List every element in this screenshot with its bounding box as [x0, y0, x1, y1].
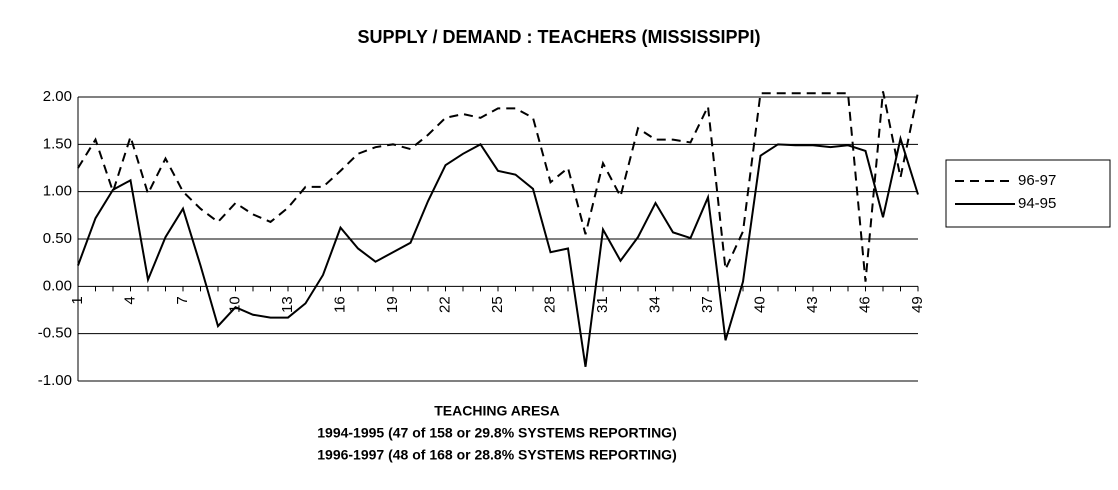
y-tick-label: 0.00 — [43, 277, 72, 294]
x-tick-label: 4 — [121, 296, 138, 304]
x-tick-label: 49 — [909, 296, 926, 313]
x-tick-label: 43 — [804, 296, 821, 313]
data-line — [77, 91, 919, 282]
y-tick-label: -1.00 — [38, 372, 72, 389]
legend-label: 96-97 — [1018, 172, 1056, 189]
y-tick-label: 1.50 — [43, 135, 72, 152]
chart-title: SUPPLY / DEMAND : TEACHERS (MISSISSIPPI) — [357, 27, 760, 47]
x-tick-label: 34 — [646, 296, 663, 313]
caption: 1996-1997 (48 of 168 or 28.8% SYSTEMS RE… — [317, 447, 676, 463]
x-tick-label: 7 — [174, 296, 191, 304]
x-tick-label: 13 — [279, 296, 296, 313]
x-tick-label: 19 — [384, 296, 401, 313]
x-tick-label: 40 — [751, 296, 768, 313]
caption: 1994-1995 (47 of 158 or 29.8% SYSTEMS RE… — [317, 425, 676, 441]
y-tick-label: -0.50 — [38, 325, 72, 342]
x-tick-label: 28 — [541, 296, 558, 313]
legend-box — [945, 159, 1111, 228]
x-tick-label: 22 — [436, 296, 453, 313]
y-tick-label: 0.50 — [43, 230, 72, 247]
x-axis-label: TEACHING ARESA — [434, 403, 560, 419]
y-tick-label: 1.00 — [43, 183, 72, 200]
y-tick-label: 2.00 — [43, 88, 72, 105]
x-tick-label: 37 — [699, 296, 716, 313]
x-tick-label: 46 — [856, 296, 873, 313]
x-tick-label: 1 — [69, 296, 86, 304]
x-tick-label: 25 — [489, 296, 506, 313]
x-tick-label: 16 — [331, 296, 348, 313]
x-tick-label: 31 — [594, 296, 611, 313]
legend-label: 94-95 — [1018, 195, 1056, 212]
data-line — [77, 134, 919, 367]
